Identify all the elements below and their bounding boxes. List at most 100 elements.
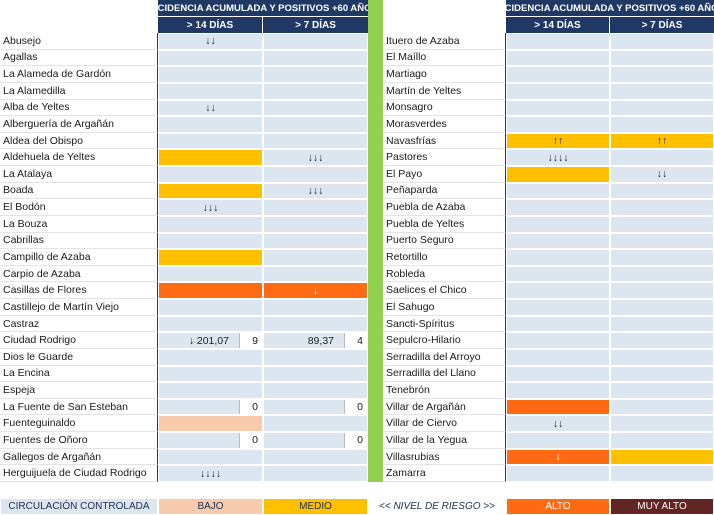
value-cell	[263, 315, 368, 333]
cell-text: ↓	[312, 284, 319, 297]
value-cell	[610, 116, 714, 133]
legend-item: CIRCULACIÓN CONTROLADA	[0, 498, 158, 515]
row-name: Casillas de Flores	[0, 282, 158, 300]
legend-item: ALTO	[506, 498, 610, 515]
value-cell	[158, 282, 263, 300]
legend-item: << NIVEL DE RIESGO >>	[368, 498, 506, 515]
row-name: Sepulcro-Hilario	[383, 332, 506, 349]
value-cell	[506, 382, 610, 399]
value-cell	[158, 315, 263, 333]
row-name: Castraz	[0, 315, 158, 333]
value-cell	[263, 99, 368, 117]
row-name: Dios le Guarde	[0, 348, 158, 366]
value-cell	[158, 182, 263, 200]
value-cell	[506, 265, 610, 283]
row-name: Sancti-Spíritus	[383, 315, 506, 333]
value-cell	[506, 299, 610, 316]
value-cell	[610, 315, 714, 333]
cell-count: 4	[344, 333, 367, 348]
legend-item: MUY ALTO	[610, 498, 714, 515]
row-name: Espeja	[0, 382, 158, 399]
cell-count: 0	[344, 399, 367, 415]
value-cell	[506, 149, 610, 167]
value-cell	[158, 249, 263, 266]
cell-text: ↑↑	[656, 135, 668, 148]
row-name: Fuentes de Oñoro	[0, 432, 158, 449]
row-name: Boada	[0, 182, 158, 200]
row-name: Puebla de Azaba	[383, 199, 506, 216]
row-name: Aldea del Obispo	[0, 132, 158, 150]
row-name: Monsagro	[383, 99, 506, 117]
value-cell	[506, 132, 610, 150]
value-cell	[610, 432, 714, 449]
row-name: Pastores	[383, 149, 506, 167]
value-cell	[610, 365, 714, 383]
row-name: Gallegos de Argañán	[0, 448, 158, 466]
cell-text: ↓↓	[656, 168, 668, 181]
value-cell	[610, 215, 714, 233]
row-name: Tenebrón	[383, 382, 506, 399]
row-name: La Alamedilla	[0, 82, 158, 100]
value-cell	[506, 199, 610, 216]
value-cell	[263, 82, 368, 100]
header-col: > 7 DÍAS	[263, 16, 368, 33]
value-cell	[263, 465, 368, 482]
row-name: La Alameda de Gardón	[0, 66, 158, 83]
row-name: La Atalaya	[0, 166, 158, 183]
value-cell	[263, 448, 368, 466]
value-cell	[158, 415, 263, 433]
value-cell	[610, 448, 714, 466]
value-cell	[158, 215, 263, 233]
value-cell	[610, 49, 714, 67]
cell-count: 0	[239, 433, 262, 448]
value-cell	[506, 282, 610, 300]
value-cell	[158, 232, 263, 250]
value-cell	[158, 116, 263, 133]
value-cell	[158, 398, 263, 416]
value-cell	[506, 33, 610, 50]
value-cell	[610, 382, 714, 399]
row-name: Abusejo	[0, 33, 158, 50]
value-cell	[158, 382, 263, 399]
value-cell	[610, 232, 714, 250]
row-name: La Encina	[0, 365, 158, 383]
cell-text: ↓↓	[205, 35, 216, 48]
value-cell	[263, 132, 368, 150]
value-cell	[506, 166, 610, 183]
row-name: Carpio de Azaba	[0, 265, 158, 283]
cell-count: 9	[239, 333, 262, 348]
row-name: Alba de Yeltes	[0, 99, 158, 117]
value-cell	[263, 49, 368, 67]
cell-count: 0	[344, 433, 367, 448]
value-cell	[263, 33, 368, 50]
value-cell	[158, 199, 263, 216]
value-cell	[506, 116, 610, 133]
value-cell	[506, 365, 610, 383]
value-cell	[506, 66, 610, 83]
header-title: INCIDENCIA ACUMULADA Y POSITIVOS +60 AÑO…	[506, 0, 714, 16]
value-cell	[506, 332, 610, 349]
value-cell	[263, 232, 368, 250]
value-cell	[158, 365, 263, 383]
value-cell	[610, 33, 714, 50]
legend-item: BAJO	[158, 498, 263, 515]
cell-text: ↓↓↓↓	[547, 151, 569, 164]
cell-text: ↓↓↓	[307, 151, 324, 164]
value-cell	[158, 132, 263, 150]
row-name: Herguijuela de Ciudad Rodrigo	[0, 465, 158, 482]
cell-text: ↓↓↓	[307, 184, 324, 197]
cell-text: ↓	[555, 451, 561, 464]
value-cell	[263, 348, 368, 366]
row-name: Campillo de Azaba	[0, 249, 158, 266]
value-cell	[610, 299, 714, 316]
value-cell	[263, 432, 368, 449]
header-title: INCIDENCIA ACUMULADA Y POSITIVOS +60 AÑO…	[158, 0, 368, 16]
value-cell	[506, 82, 610, 100]
row-name: Saelices el Chico	[383, 282, 506, 300]
row-name: Agallas	[0, 49, 158, 67]
row-name: Martín de Yeltes	[383, 82, 506, 100]
row-name: Alberguería de Argañán	[0, 116, 158, 133]
legend-item: MEDIO	[263, 498, 368, 515]
separator-bar	[368, 0, 383, 482]
